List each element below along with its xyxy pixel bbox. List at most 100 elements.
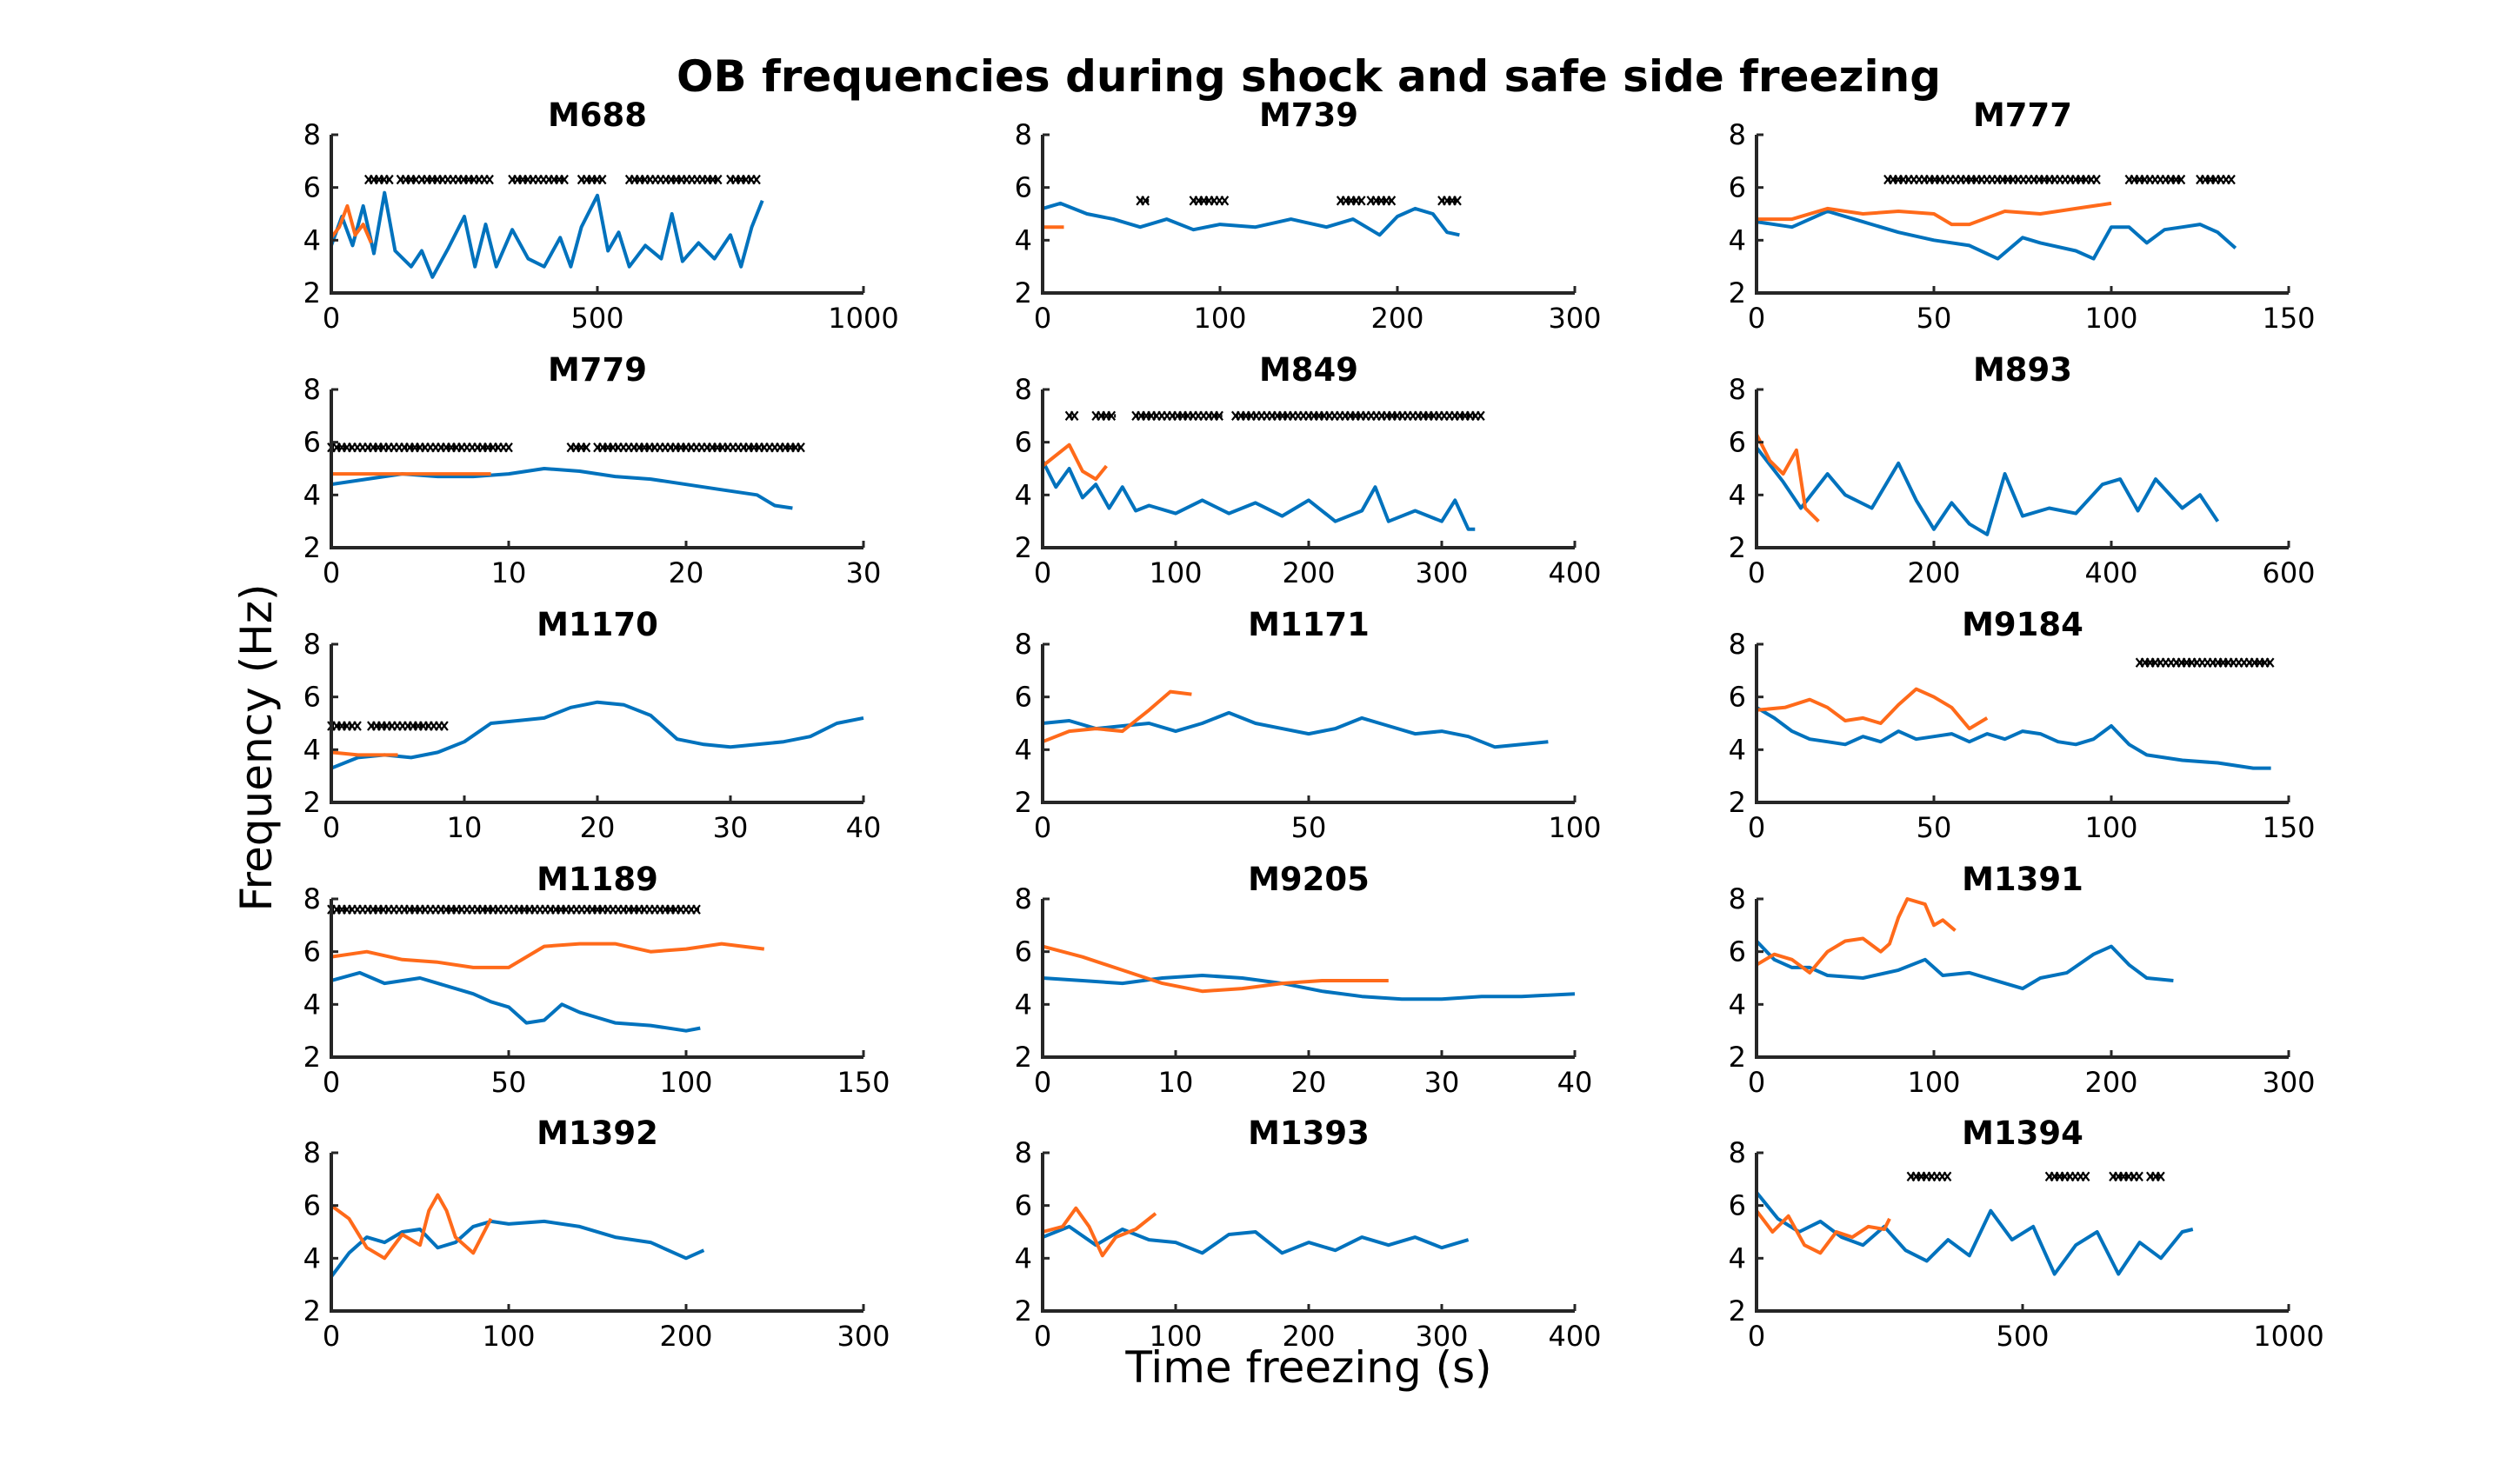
x-tick-label: 200 — [659, 1320, 712, 1353]
x-tick-label: 50 — [1917, 811, 1952, 844]
subplot-m9184: M9184 2 4 6 8 0 50 100 150 — [1729, 606, 2316, 844]
y-tick-label: 6 — [1729, 426, 1746, 459]
y-tick-label: 8 — [1015, 628, 1032, 661]
x-tick-label: 200 — [1370, 302, 1423, 335]
y-tick-label: 4 — [303, 223, 321, 256]
marker-band — [508, 174, 569, 185]
x-tick-label: 100 — [1907, 1066, 1960, 1099]
x-tick-label: 100 — [659, 1066, 712, 1099]
subplot-m9205: M9205 2 4 6 8 0 10 20 30 40 — [1015, 861, 1593, 1099]
x-tick-label: 200 — [1907, 556, 1960, 589]
y-tick-label: 2 — [1729, 1294, 1746, 1328]
y-tick-label: 2 — [1015, 786, 1032, 819]
x-tick-label: 0 — [323, 1320, 340, 1353]
y-tick-label: 2 — [303, 786, 321, 819]
x-tick-label: 0 — [323, 302, 340, 335]
subplot-title: M9184 — [1962, 606, 2083, 643]
y-tick-label: 8 — [1729, 118, 1746, 151]
subplot-m1391: M1391 2 4 6 8 0 100 200 300 — [1729, 861, 2316, 1099]
marker-band — [2044, 1171, 2090, 1181]
x-axis-label: Time freezing (s) — [1124, 1342, 1491, 1393]
subplot-m1392: M1392 2 4 6 8 0 100 200 300 — [303, 1115, 890, 1353]
subplot-title: M849 — [1259, 351, 1358, 389]
marker-band — [363, 174, 394, 185]
series-line-blue — [1042, 974, 1576, 1002]
x-tick-label: 0 — [1748, 1320, 1765, 1353]
y-tick-label: 6 — [303, 426, 321, 459]
axes-frame — [1041, 644, 1575, 804]
y-tick-label: 6 — [1015, 171, 1032, 204]
series-line-orange — [1041, 443, 1108, 482]
y-tick-label: 4 — [303, 733, 321, 766]
marker-band — [2196, 174, 2236, 185]
x-tick-label: 0 — [1034, 556, 1051, 589]
series-line-blue — [1755, 446, 2220, 536]
subplot-title: M739 — [1259, 96, 1358, 134]
y-tick-label: 8 — [303, 118, 321, 151]
series-line-orange — [330, 942, 765, 969]
x-tick-label: 100 — [482, 1320, 535, 1353]
subplot-title: M1171 — [1248, 606, 1370, 643]
series-line-blue — [330, 970, 701, 1033]
x-tick-label: 0 — [1034, 1320, 1051, 1353]
y-tick-label: 4 — [1729, 478, 1746, 511]
series-line-orange — [1755, 433, 1820, 523]
series-line-blue — [1755, 940, 2174, 991]
series-line-blue — [1042, 1224, 1470, 1255]
y-tick-label: 8 — [1015, 882, 1032, 915]
series-line-orange — [1042, 689, 1192, 744]
marker-band — [2124, 174, 2186, 185]
y-tick-label: 2 — [1015, 1294, 1032, 1328]
series-line-orange — [330, 750, 398, 757]
series-line-orange — [1755, 1209, 1891, 1255]
axes-frame — [1755, 644, 2289, 804]
x-tick-label: 100 — [2084, 811, 2137, 844]
axes-frame — [1755, 389, 2289, 549]
x-tick-label: 200 — [1282, 1320, 1335, 1353]
marker-band — [1189, 196, 1230, 206]
y-tick-label: 2 — [303, 531, 321, 564]
y-tick-label: 4 — [1015, 988, 1032, 1021]
y-tick-label: 6 — [303, 935, 321, 968]
x-tick-label: 100 — [1548, 811, 1601, 844]
subplot-title: M893 — [1973, 351, 2072, 389]
x-tick-label: 0 — [1034, 811, 1051, 844]
x-tick-label: 40 — [1557, 1066, 1593, 1099]
x-tick-label: 400 — [1548, 1320, 1601, 1353]
x-tick-label: 20 — [580, 811, 616, 844]
subplot-m688: M688 2 4 6 8 0 500 1000 — [303, 96, 899, 335]
y-tick-label: 4 — [303, 1241, 321, 1274]
series-line-orange — [1755, 897, 1957, 975]
y-tick-label: 6 — [1729, 681, 1746, 714]
marker-band — [2146, 1171, 2165, 1181]
subplot-m739: M739 2 4 6 8 0 100 200 300 — [1015, 96, 1602, 335]
y-tick-label: 6 — [1729, 1189, 1746, 1222]
marker-band — [1131, 410, 1223, 422]
x-tick-label: 1000 — [828, 302, 898, 335]
axes-frame — [1755, 899, 2289, 1059]
marker-band — [2135, 657, 2275, 668]
x-tick-label: 500 — [570, 302, 623, 335]
x-tick-label: 300 — [837, 1320, 890, 1353]
series-line-orange — [1042, 1206, 1157, 1258]
marker-band — [2109, 1171, 2143, 1181]
marker-band — [327, 904, 701, 915]
y-tick-label: 8 — [1729, 373, 1746, 406]
x-tick-label: 600 — [2262, 556, 2315, 589]
y-tick-label: 8 — [1729, 882, 1746, 915]
series-line-orange — [330, 1193, 493, 1261]
series-line-blue — [330, 700, 864, 770]
x-tick-label: 200 — [2084, 1066, 2137, 1099]
y-tick-label: 4 — [1729, 1241, 1746, 1274]
x-tick-label: 300 — [1548, 302, 1601, 335]
series-line-blue — [1041, 459, 1476, 531]
y-tick-label: 2 — [1729, 1041, 1746, 1074]
x-tick-label: 30 — [846, 556, 882, 589]
marker-band — [1906, 1171, 1952, 1181]
x-tick-label: 500 — [1996, 1320, 2049, 1353]
marker-band — [1883, 174, 2101, 185]
x-tick-label: 0 — [323, 1066, 340, 1099]
x-tick-label: 300 — [2262, 1066, 2315, 1099]
